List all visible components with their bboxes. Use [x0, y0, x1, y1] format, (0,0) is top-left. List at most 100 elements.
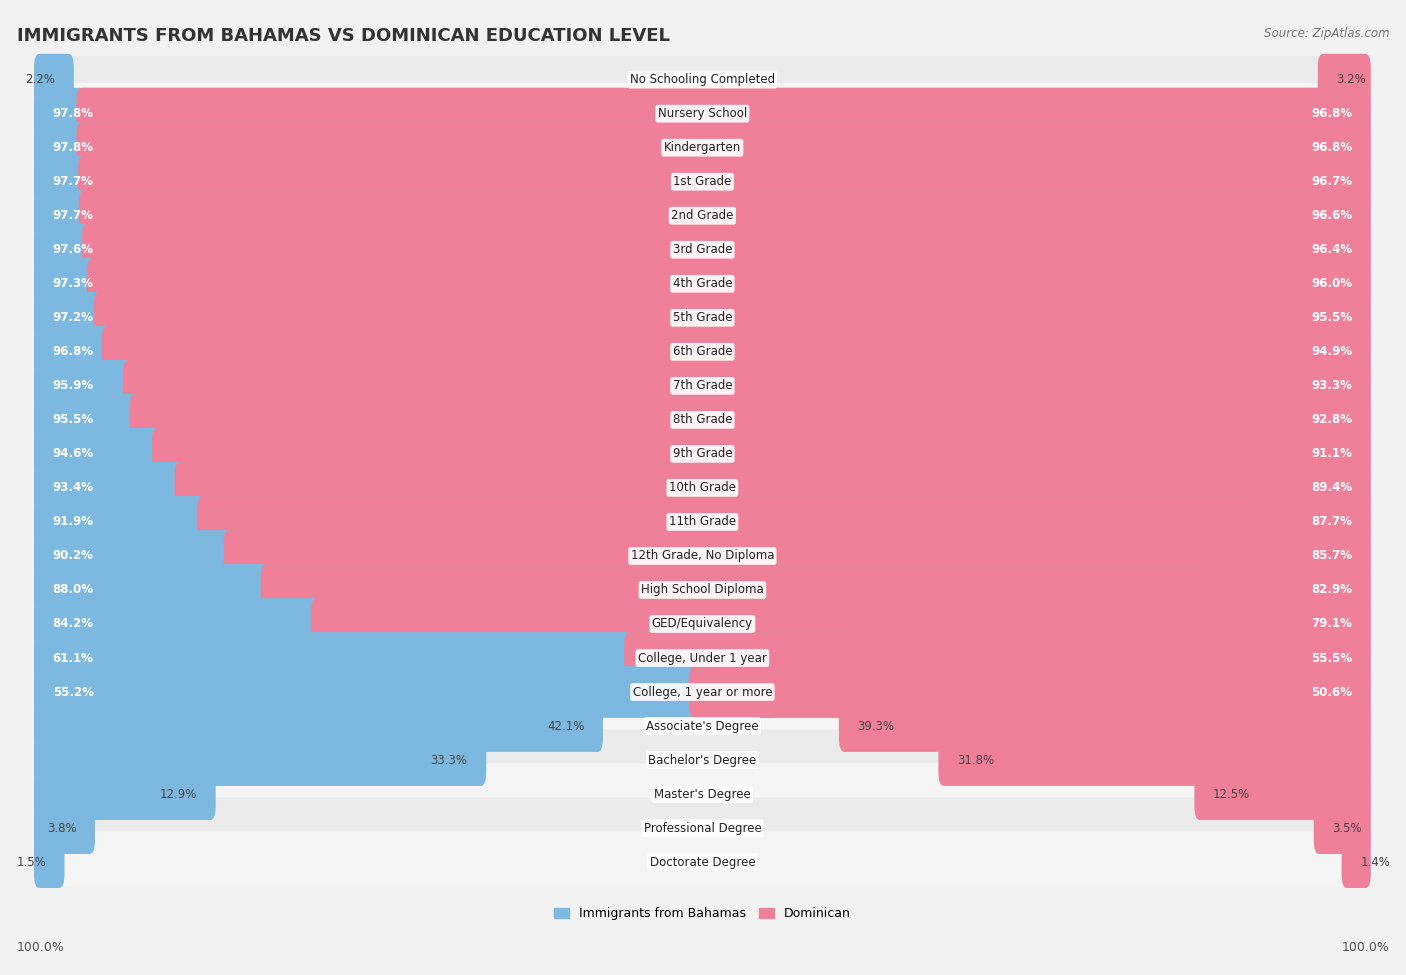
FancyBboxPatch shape: [34, 389, 1371, 450]
Text: 6th Grade: 6th Grade: [672, 345, 733, 359]
FancyBboxPatch shape: [34, 224, 1339, 276]
FancyBboxPatch shape: [34, 837, 65, 888]
FancyBboxPatch shape: [34, 700, 603, 752]
FancyBboxPatch shape: [34, 491, 1371, 553]
FancyBboxPatch shape: [34, 802, 96, 854]
FancyBboxPatch shape: [34, 185, 1371, 247]
FancyBboxPatch shape: [260, 565, 1371, 616]
FancyBboxPatch shape: [34, 292, 1334, 343]
FancyBboxPatch shape: [224, 530, 1371, 582]
FancyBboxPatch shape: [34, 321, 1371, 382]
Text: 2.2%: 2.2%: [25, 73, 55, 86]
FancyBboxPatch shape: [1341, 837, 1371, 888]
Text: 92.8%: 92.8%: [1312, 413, 1353, 426]
FancyBboxPatch shape: [34, 151, 1371, 213]
Text: 97.8%: 97.8%: [52, 107, 94, 120]
Text: 88.0%: 88.0%: [52, 583, 94, 597]
Text: Associate's Degree: Associate's Degree: [647, 720, 759, 732]
Text: 8th Grade: 8th Grade: [672, 413, 733, 426]
Text: 96.0%: 96.0%: [1312, 277, 1353, 291]
Text: Doctorate Degree: Doctorate Degree: [650, 856, 755, 869]
FancyBboxPatch shape: [34, 526, 1371, 587]
FancyBboxPatch shape: [197, 496, 1371, 548]
Text: IMMIGRANTS FROM BAHAMAS VS DOMINICAN EDUCATION LEVEL: IMMIGRANTS FROM BAHAMAS VS DOMINICAN EDU…: [17, 27, 669, 45]
FancyBboxPatch shape: [1195, 768, 1371, 820]
Text: 87.7%: 87.7%: [1312, 516, 1353, 528]
Text: 79.1%: 79.1%: [1312, 617, 1353, 631]
Text: 85.7%: 85.7%: [1312, 550, 1353, 563]
FancyBboxPatch shape: [689, 666, 1371, 718]
FancyBboxPatch shape: [34, 666, 776, 718]
Text: Bachelor's Degree: Bachelor's Degree: [648, 754, 756, 766]
Text: College, 1 year or more: College, 1 year or more: [633, 685, 772, 698]
FancyBboxPatch shape: [34, 530, 1241, 582]
FancyBboxPatch shape: [152, 428, 1371, 480]
Text: 90.2%: 90.2%: [52, 550, 93, 563]
FancyBboxPatch shape: [34, 394, 1312, 446]
FancyBboxPatch shape: [79, 190, 1371, 242]
Text: 31.8%: 31.8%: [957, 754, 994, 766]
Text: 3.8%: 3.8%: [46, 822, 76, 835]
FancyBboxPatch shape: [76, 122, 1371, 174]
Text: Kindergarten: Kindergarten: [664, 141, 741, 154]
Text: 12th Grade, No Diploma: 12th Grade, No Diploma: [631, 550, 775, 563]
FancyBboxPatch shape: [94, 292, 1371, 343]
Text: 1st Grade: 1st Grade: [673, 176, 731, 188]
Text: 93.3%: 93.3%: [1312, 379, 1353, 392]
Text: 95.5%: 95.5%: [52, 413, 94, 426]
FancyBboxPatch shape: [87, 258, 1371, 310]
Text: 50.6%: 50.6%: [1312, 685, 1353, 698]
Text: 97.6%: 97.6%: [52, 244, 94, 256]
FancyBboxPatch shape: [34, 763, 1371, 825]
Text: 1.4%: 1.4%: [1360, 856, 1391, 869]
Text: No Schooling Completed: No Schooling Completed: [630, 73, 775, 86]
Text: 9th Grade: 9th Grade: [672, 448, 733, 460]
FancyBboxPatch shape: [34, 49, 1371, 110]
FancyBboxPatch shape: [34, 219, 1371, 281]
Text: Source: ZipAtlas.com: Source: ZipAtlas.com: [1264, 27, 1389, 40]
Text: 39.3%: 39.3%: [858, 720, 894, 732]
FancyBboxPatch shape: [34, 326, 1329, 377]
Text: 96.8%: 96.8%: [1312, 107, 1353, 120]
Text: College, Under 1 year: College, Under 1 year: [638, 651, 766, 665]
FancyBboxPatch shape: [34, 258, 1334, 310]
FancyBboxPatch shape: [34, 457, 1371, 519]
Text: Nursery School: Nursery School: [658, 107, 747, 120]
Text: 97.8%: 97.8%: [52, 141, 94, 154]
FancyBboxPatch shape: [1317, 54, 1371, 105]
FancyBboxPatch shape: [34, 88, 1341, 139]
FancyBboxPatch shape: [34, 594, 1371, 654]
FancyBboxPatch shape: [34, 496, 1264, 548]
FancyBboxPatch shape: [34, 560, 1371, 621]
Text: High School Diploma: High School Diploma: [641, 583, 763, 597]
FancyBboxPatch shape: [34, 117, 1371, 178]
FancyBboxPatch shape: [34, 729, 1371, 791]
FancyBboxPatch shape: [174, 462, 1371, 514]
Legend: Immigrants from Bahamas, Dominican: Immigrants from Bahamas, Dominican: [550, 903, 856, 925]
Text: 96.8%: 96.8%: [1312, 141, 1353, 154]
Text: 7th Grade: 7th Grade: [672, 379, 733, 392]
Text: 11th Grade: 11th Grade: [669, 516, 735, 528]
Text: 33.3%: 33.3%: [430, 754, 468, 766]
Text: 95.5%: 95.5%: [1312, 311, 1353, 325]
Text: 61.1%: 61.1%: [52, 651, 93, 665]
FancyBboxPatch shape: [34, 428, 1299, 480]
FancyBboxPatch shape: [34, 288, 1371, 348]
Text: 55.2%: 55.2%: [52, 685, 94, 698]
FancyBboxPatch shape: [34, 190, 1340, 242]
Text: 5th Grade: 5th Grade: [672, 311, 733, 325]
FancyBboxPatch shape: [34, 423, 1371, 485]
FancyBboxPatch shape: [34, 798, 1371, 859]
Text: 100.0%: 100.0%: [1341, 941, 1389, 954]
FancyBboxPatch shape: [129, 394, 1371, 446]
FancyBboxPatch shape: [311, 598, 1371, 650]
FancyBboxPatch shape: [34, 627, 1371, 688]
FancyBboxPatch shape: [34, 598, 1161, 650]
FancyBboxPatch shape: [34, 832, 1371, 893]
FancyBboxPatch shape: [34, 565, 1212, 616]
Text: 3.2%: 3.2%: [1336, 73, 1367, 86]
Text: 96.4%: 96.4%: [1312, 244, 1353, 256]
Text: Professional Degree: Professional Degree: [644, 822, 761, 835]
Text: 94.6%: 94.6%: [52, 448, 94, 460]
Text: 12.5%: 12.5%: [1213, 788, 1250, 800]
